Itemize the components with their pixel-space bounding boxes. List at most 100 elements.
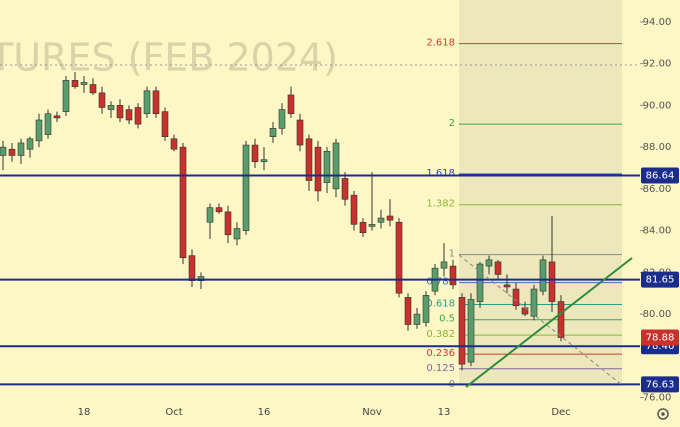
y-tick-label: 84.00 <box>643 226 672 237</box>
candle-body <box>116 105 124 119</box>
settings-icon-dot <box>661 412 665 416</box>
candle-body <box>503 284 511 288</box>
candle-body <box>161 111 169 137</box>
candle-body <box>62 80 70 112</box>
candle-body <box>44 113 52 135</box>
candle-body <box>377 217 385 223</box>
candle-body <box>296 119 304 146</box>
candle-body <box>494 261 502 275</box>
fib-label: 2.618 <box>426 38 455 49</box>
candle-body <box>242 144 250 231</box>
candle-body <box>557 301 565 338</box>
settings-icon[interactable] <box>657 408 669 420</box>
candle-body <box>0 146 7 156</box>
fib-label: 1 <box>449 249 455 260</box>
x-tick-label: Oct <box>165 407 182 418</box>
candle-body <box>287 94 295 115</box>
candle-body <box>17 142 25 156</box>
level-tag-label: 86.64 <box>646 171 675 182</box>
last-price-tag <box>641 329 679 346</box>
candle-body <box>278 109 286 129</box>
candle-body <box>260 159 268 163</box>
candle-body <box>206 207 214 223</box>
x-tick-label: 13 <box>438 407 451 418</box>
fib-label: 0.236 <box>426 348 455 359</box>
fib-label: 1.618 <box>426 168 455 179</box>
candle-body <box>323 151 331 183</box>
fib-label: 2 <box>449 118 455 129</box>
level-tag <box>641 271 679 288</box>
y-tick-label: 86.00 <box>643 184 672 195</box>
x-tick-label: 18 <box>78 407 91 418</box>
level-tag-label: 78.46 <box>646 341 675 352</box>
candle-body <box>485 259 493 267</box>
fib-label: 0.786 <box>426 277 455 288</box>
candle-body <box>530 288 538 317</box>
candle-body <box>35 119 43 142</box>
candle-body <box>458 297 466 365</box>
candle-body <box>467 299 475 363</box>
candle-body <box>539 259 547 292</box>
candle-body <box>386 215 394 221</box>
candle-body <box>305 138 313 181</box>
candle-body <box>71 80 79 87</box>
level-tag <box>641 376 679 393</box>
candle-body <box>404 297 412 325</box>
candle-body <box>269 128 277 137</box>
y-tick-label: 92.00 <box>643 59 672 70</box>
level-tag-label: 76.63 <box>646 379 675 390</box>
candle-body <box>449 265 457 286</box>
x-tick-label: Dec <box>551 407 570 418</box>
candle-body <box>512 288 520 307</box>
candle-body <box>188 255 196 281</box>
candle-body <box>89 84 97 94</box>
candle-body <box>197 276 205 281</box>
candle-body <box>8 148 16 156</box>
candle-body <box>476 263 484 302</box>
y-tick-label: 88.00 <box>643 142 672 153</box>
last-price-label: 78.88 <box>646 332 675 343</box>
candle-body <box>179 146 187 259</box>
candle-body <box>359 221 367 233</box>
x-tick-label: Nov <box>362 407 382 418</box>
trend-line <box>465 257 633 388</box>
candle-body <box>413 313 421 325</box>
candle-body <box>224 211 232 236</box>
level-tag-label: 81.65 <box>646 275 675 286</box>
candle-body <box>53 115 61 119</box>
fib-label: 0.5 <box>439 314 455 325</box>
candle-body <box>143 90 151 115</box>
candle-body <box>215 207 223 213</box>
candle-body <box>98 92 106 108</box>
candle-body <box>134 107 142 125</box>
candle-body <box>368 224 376 227</box>
candle-body <box>440 261 448 269</box>
watermark: TURES (FEB 2024) <box>0 36 338 80</box>
candle-body <box>395 221 403 294</box>
candle-body <box>152 90 160 115</box>
fib-area <box>459 0 622 385</box>
candle-body <box>170 138 178 150</box>
plot: 00.1250.2360.3820.50.6180.78611.3821.618… <box>0 38 640 390</box>
candle-body <box>26 138 34 150</box>
y-tick-label: 94.00 <box>643 17 672 28</box>
candle-body <box>350 194 358 225</box>
candle-body <box>251 144 259 163</box>
candle-body <box>107 105 115 110</box>
candle-body <box>233 228 241 240</box>
x-tick-label: 16 <box>258 407 271 418</box>
fib-label: 0.618 <box>426 298 455 309</box>
price-axis: 76.0080.0082.0084.0086.0088.0090.0092.00… <box>78 17 679 418</box>
candle-body <box>422 295 430 323</box>
candle-body <box>332 142 340 190</box>
level-tag <box>641 167 679 184</box>
fib-label: 0.382 <box>426 329 455 340</box>
candle-body <box>125 109 133 121</box>
fib-label: 1.382 <box>426 199 455 210</box>
y-tick-label: 80.00 <box>643 309 672 320</box>
y-tick-label: 76.00 <box>643 393 672 404</box>
fib-label: 0.125 <box>426 363 455 374</box>
y-tick-label: 90.00 <box>643 100 672 111</box>
